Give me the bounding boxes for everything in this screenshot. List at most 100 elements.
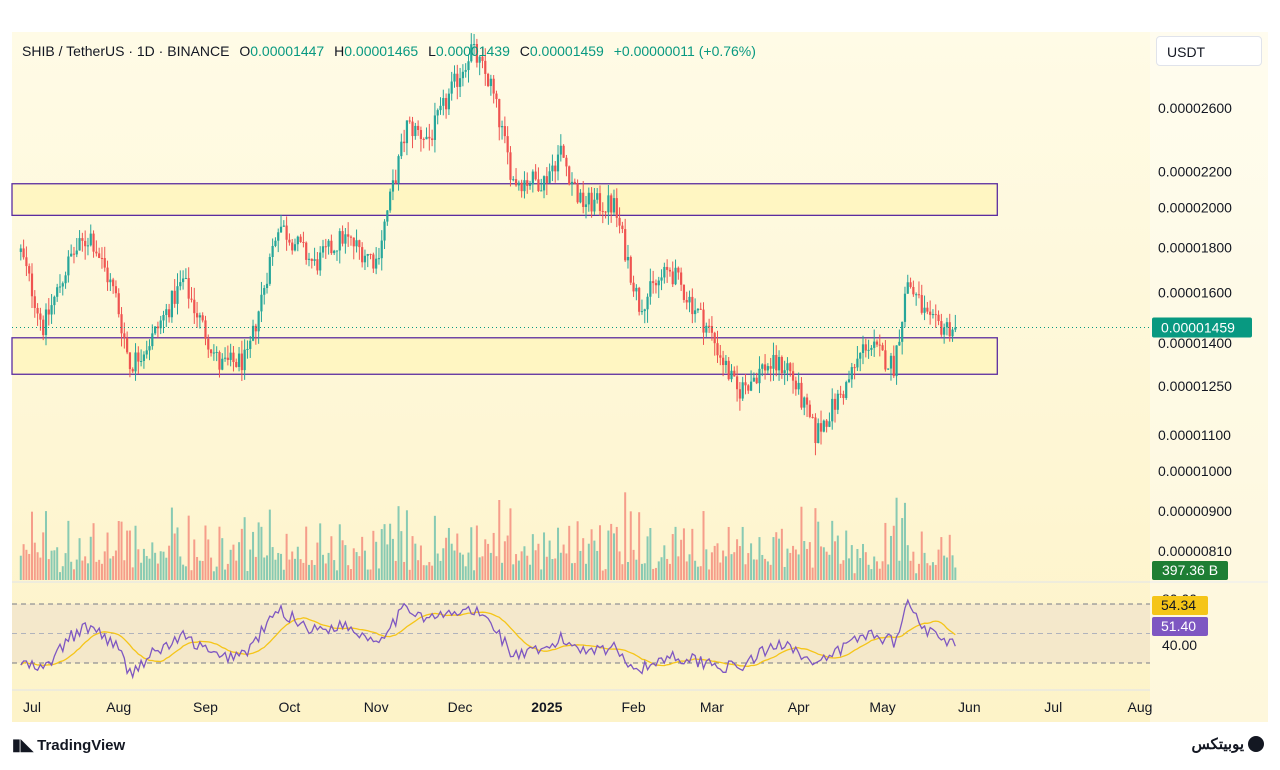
candle bbox=[450, 71, 453, 101]
volume-bar bbox=[604, 569, 607, 580]
volume-bar bbox=[411, 536, 414, 580]
candle-body bbox=[920, 295, 923, 313]
zone-box-2[interactable] bbox=[11, 337, 998, 375]
volume-bar bbox=[137, 549, 140, 580]
candle-body bbox=[534, 171, 537, 180]
candle-body bbox=[84, 240, 87, 247]
candle bbox=[235, 358, 238, 368]
volume-bar bbox=[878, 568, 881, 580]
volume-bar bbox=[112, 556, 115, 580]
candle bbox=[237, 347, 241, 372]
candle bbox=[819, 410, 823, 445]
candle bbox=[67, 250, 70, 283]
tradingview-logo[interactable]: ▮◣ TradingView bbox=[12, 735, 125, 755]
candle bbox=[906, 274, 909, 294]
candle-body bbox=[400, 141, 403, 157]
volume-bar bbox=[450, 543, 453, 580]
rsi-lower-label: 40.00 bbox=[1162, 637, 1197, 653]
volume-bar bbox=[408, 569, 411, 580]
candle bbox=[335, 250, 339, 261]
candle bbox=[268, 253, 271, 286]
volume-bar bbox=[229, 549, 232, 580]
candle bbox=[28, 263, 31, 282]
volume-bar bbox=[766, 561, 769, 580]
candle bbox=[156, 321, 160, 338]
volume-bar bbox=[803, 541, 806, 580]
candle-body bbox=[254, 325, 257, 332]
candle bbox=[610, 193, 613, 223]
candle-body bbox=[472, 44, 476, 46]
volume-bar bbox=[226, 563, 229, 580]
zone-box-1[interactable] bbox=[11, 183, 998, 216]
volume-bar bbox=[515, 554, 518, 580]
candle bbox=[22, 239, 25, 260]
candle-body bbox=[235, 362, 238, 367]
candle bbox=[58, 274, 62, 293]
candle bbox=[761, 363, 764, 377]
price-tick-label: 0.00000810 bbox=[1158, 543, 1232, 559]
volume-bar bbox=[873, 556, 876, 580]
candle bbox=[391, 169, 395, 201]
candle-body bbox=[324, 246, 327, 248]
volume-bar bbox=[56, 547, 59, 580]
candle-body bbox=[615, 198, 618, 218]
volume-bar bbox=[792, 545, 795, 580]
candle-body bbox=[805, 397, 809, 405]
candle-body bbox=[218, 352, 221, 370]
volume-bar bbox=[369, 569, 372, 580]
candle bbox=[677, 266, 680, 280]
candle-body bbox=[596, 193, 599, 200]
candle-body bbox=[271, 245, 274, 258]
candle-body bbox=[425, 136, 428, 140]
volume-bar bbox=[624, 492, 627, 580]
volume-bar bbox=[414, 543, 417, 580]
ubitex-logo: یوبیتکس bbox=[1191, 735, 1264, 753]
candle-body bbox=[279, 226, 283, 233]
candle-body bbox=[361, 247, 364, 263]
volume-bar bbox=[780, 528, 783, 580]
candle-body bbox=[579, 192, 582, 203]
candle bbox=[162, 310, 165, 334]
time-tick-label: Mar bbox=[700, 699, 724, 715]
candle-body bbox=[730, 370, 733, 380]
candle-body bbox=[542, 176, 546, 191]
candle bbox=[716, 330, 719, 363]
volume-bar bbox=[834, 541, 837, 580]
candle bbox=[117, 288, 120, 318]
candle bbox=[901, 321, 904, 355]
volume-bar bbox=[870, 569, 873, 580]
volume-bar bbox=[610, 523, 613, 580]
candle bbox=[741, 376, 744, 401]
candle bbox=[747, 384, 750, 394]
volume-bar bbox=[145, 556, 148, 580]
candle bbox=[361, 242, 364, 268]
candle bbox=[730, 364, 733, 383]
candle-body bbox=[195, 313, 199, 318]
volume-bar bbox=[470, 527, 473, 580]
candle-body bbox=[610, 195, 613, 213]
volume-bar bbox=[593, 540, 596, 580]
currency-button[interactable]: USDT bbox=[1156, 36, 1262, 66]
volume-bar bbox=[341, 540, 344, 580]
candle bbox=[643, 308, 646, 324]
candle-body bbox=[265, 283, 269, 289]
candle bbox=[604, 210, 607, 219]
volume-bar bbox=[81, 560, 84, 580]
volume-bar bbox=[529, 564, 532, 580]
candle bbox=[663, 262, 666, 284]
candle-body bbox=[237, 353, 241, 367]
candle bbox=[934, 304, 937, 328]
candle bbox=[856, 345, 859, 371]
volume-bar bbox=[626, 562, 629, 580]
candle bbox=[352, 237, 355, 260]
time-tick-label: Nov bbox=[364, 699, 389, 715]
candle-body bbox=[103, 258, 106, 268]
candle-body bbox=[531, 171, 534, 185]
candle-body bbox=[58, 286, 62, 288]
candle-body bbox=[517, 182, 520, 186]
candle-body bbox=[929, 311, 932, 315]
candle-body bbox=[341, 231, 344, 244]
candle-body bbox=[635, 287, 638, 292]
